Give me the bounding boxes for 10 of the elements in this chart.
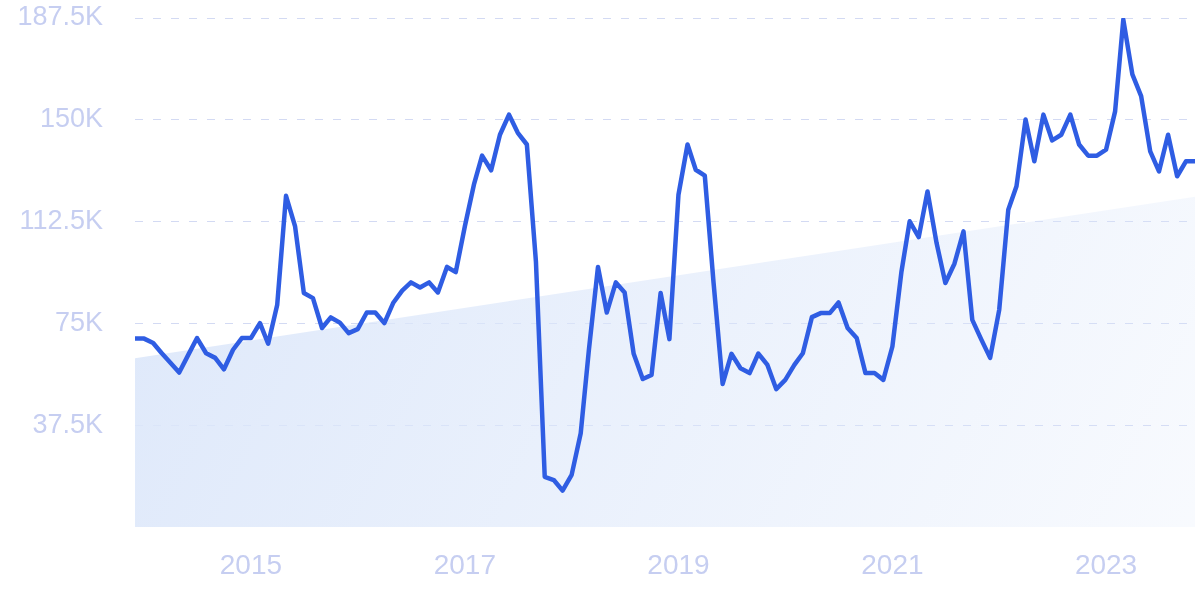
x-tick-label: 2015 (219, 548, 283, 580)
y-tick-label: 187.5K (17, 1, 103, 32)
x-tick-label: 2019 (647, 548, 710, 580)
x-tick-label: 2023 (1074, 548, 1138, 580)
y-tick-label: 75K (54, 306, 103, 337)
y-tick-label: 37.5K (32, 408, 103, 439)
x-tick-label: 2021 (861, 548, 924, 580)
y-tick-label: 112.5K (19, 205, 103, 236)
x-tick-label: 2017 (433, 548, 496, 580)
y-tick-label: 150K (39, 103, 103, 134)
